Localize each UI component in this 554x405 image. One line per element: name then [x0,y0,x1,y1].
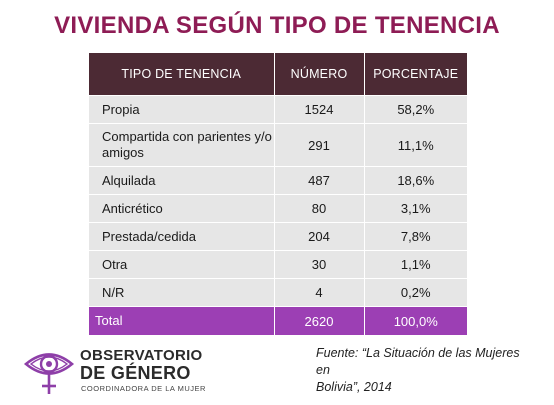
source-line-1: Fuente: “La Situación de las Mujeres en [316,346,520,377]
row-number: 80 [274,194,365,223]
source-line-2: Bolivia”, 2014 [316,380,392,394]
source-note: Fuente: “La Situación de las Mujeres en … [316,345,536,396]
total-label: Total [89,306,275,335]
row-number: 4 [274,278,365,307]
row-percentage: 11,1% [364,123,467,167]
table-row: Compartida con parientes y/o amigos 291 … [89,123,467,167]
row-percentage: 0,2% [364,278,467,307]
row-number: 291 [274,123,365,167]
total-number: 2620 [274,306,365,335]
column-header-porcentaje: PORCENTAJE [364,53,467,96]
logo-line-2: DE GÉNERO [80,363,191,383]
row-number: 204 [274,222,365,251]
row-percentage: 3,1% [364,194,467,223]
row-label: Otra [89,250,275,279]
row-percentage: 1,1% [364,250,467,279]
row-label: Alquilada [89,166,275,195]
row-percentage: 18,6% [364,166,467,195]
row-label: Propia [89,95,275,124]
table-row: Propia 1524 58,2% [89,95,467,124]
table-row: Anticrético 80 3,1% [89,194,467,223]
table-row: Alquilada 487 18,6% [89,166,467,195]
logo-line-1: OBSERVATORIO [80,347,203,364]
table-row: N/R 4 0,2% [89,278,467,307]
table-row: Prestada/cedida 204 7,8% [89,222,467,251]
logo-line-3: COORDINADORA DE LA MUJER [81,384,206,393]
table-row: Otra 30 1,1% [89,250,467,279]
column-header-numero: NÚMERO [274,53,365,96]
row-number: 30 [274,250,365,279]
row-label: Prestada/cedida [89,222,275,251]
eye-venus-icon [23,353,75,394]
page-title: VIVIENDA SEGÚN TIPO DE TENENCIA [54,12,500,39]
table-header-row: TIPO DE TENENCIA NÚMERO PORCENTAJE [89,53,467,96]
row-number: 487 [274,166,365,195]
row-percentage: 7,8% [364,222,467,251]
tenure-table: TIPO DE TENENCIA NÚMERO PORCENTAJE Propi… [89,53,467,335]
observatorio-logo: OBSERVATORIO DE GÉNERO COORDINADORA DE L… [22,342,252,398]
table-total-row: Total 2620 100,0% [89,306,467,335]
row-label: N/R [89,278,275,307]
row-number: 1524 [274,95,365,124]
row-label: Compartida con parientes y/o amigos [89,123,275,167]
column-header-tipo: TIPO DE TENENCIA [89,53,275,96]
total-percentage: 100,0% [364,306,467,335]
row-label: Anticrético [89,194,275,223]
row-percentage: 58,2% [364,95,467,124]
